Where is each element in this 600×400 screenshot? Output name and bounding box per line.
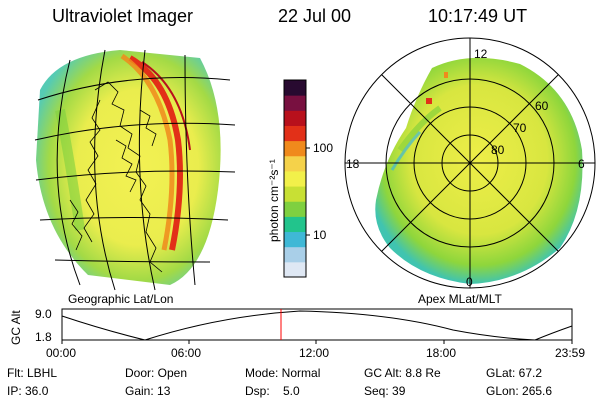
status-gc-alt: GC Alt: 8.8 Re xyxy=(364,366,441,380)
status-glat: GLat: 67.2 xyxy=(486,366,543,380)
colorbar-stripe xyxy=(284,201,306,217)
colorbar-stripe xyxy=(284,155,306,172)
mlt-label-6: 6 xyxy=(578,157,585,171)
colorbar-stripe xyxy=(284,216,306,233)
colorbar-stripe xyxy=(284,231,306,248)
status-filter: Flt: LBHL xyxy=(7,366,58,380)
altitude-timeline: 9.0 1.8 GC Alt 00:00 06:00 12:00 18:00 2… xyxy=(9,307,585,360)
status-seq: Seq: 39 xyxy=(364,384,406,398)
colorbar-stripe xyxy=(284,261,306,278)
status-ip: IP: 36.0 xyxy=(7,384,49,398)
colorbar-tick-label-10: 10 xyxy=(313,228,327,242)
colorbar-stripe xyxy=(284,125,306,142)
colorbar-unit-label: photon cm⁻²s⁻¹ xyxy=(267,159,281,242)
colorbar: 100 10 photon cm⁻²s⁻¹ xyxy=(267,79,333,278)
timeline-frame xyxy=(61,308,573,341)
colorbar-stripes xyxy=(284,80,306,278)
colorbar-stripe xyxy=(284,246,306,263)
coastline-outlines xyxy=(69,81,163,273)
colorbar-stripe xyxy=(284,95,306,111)
mlat-label-60: 60 xyxy=(535,99,549,113)
colorbar-stripe xyxy=(284,110,306,126)
timeline-xtick-1200: 12:00 xyxy=(299,346,329,360)
colorbar-frame xyxy=(283,79,307,278)
timeline-xtick-2359: 23:59 xyxy=(555,346,585,360)
status-dsp: Dsp: 5.0 xyxy=(245,384,300,398)
date-label: 22 Jul 00 xyxy=(278,6,352,26)
status-door: Door: Open xyxy=(125,366,188,380)
mlt-label-18: 18 xyxy=(346,157,360,171)
timeline-xtick-0600: 06:00 xyxy=(171,346,201,360)
polar-plot-panel: 12 18 6 0 60 70 80 xyxy=(344,37,596,289)
mlt-label-12: 12 xyxy=(474,47,488,61)
time-label: 10:17:49 UT xyxy=(428,6,528,26)
map-grid-lines xyxy=(34,49,236,291)
status-gain: Gain: 13 xyxy=(125,384,171,398)
aurora-image-polar xyxy=(375,57,583,284)
polar-grid xyxy=(344,37,596,289)
colorbar-tick-label-100: 100 xyxy=(313,141,333,155)
colorbar-stripe xyxy=(284,140,306,157)
timeline-axis-label: GC Alt xyxy=(9,310,23,345)
colorbar-stripe xyxy=(284,170,306,187)
timeline-xtick-0000: 00:00 xyxy=(46,346,76,360)
status-glon: GLon: 265.6 xyxy=(486,384,553,398)
colorbar-stripe xyxy=(284,186,306,202)
aurora-image-geographic xyxy=(36,50,221,285)
mlat-label-70: 70 xyxy=(513,121,527,135)
mlat-label-80: 80 xyxy=(491,143,505,157)
status-mode: Mode: Normal xyxy=(245,366,321,380)
timeline-ytick-9: 9.0 xyxy=(35,307,52,321)
timeline-ytick-1-8: 1.8 xyxy=(35,330,52,344)
auroral-oval-bright-band xyxy=(128,55,183,251)
geographic-map-panel xyxy=(34,49,236,291)
gc-altitude-curve xyxy=(61,310,573,341)
timeline-xtick-1800: 18:00 xyxy=(426,346,456,360)
colorbar-stripe xyxy=(284,80,306,96)
title-bar: Ultraviolet Imager 22 Jul 00 10:17:49 UT xyxy=(0,6,600,28)
mlt-label-0: 0 xyxy=(466,275,473,289)
app-title: Ultraviolet Imager xyxy=(52,6,194,26)
geographic-caption: Geographic Lat/Lon xyxy=(68,292,173,306)
polar-caption: Apex MLat/MLT xyxy=(418,292,502,306)
hot-pixel xyxy=(426,98,432,104)
